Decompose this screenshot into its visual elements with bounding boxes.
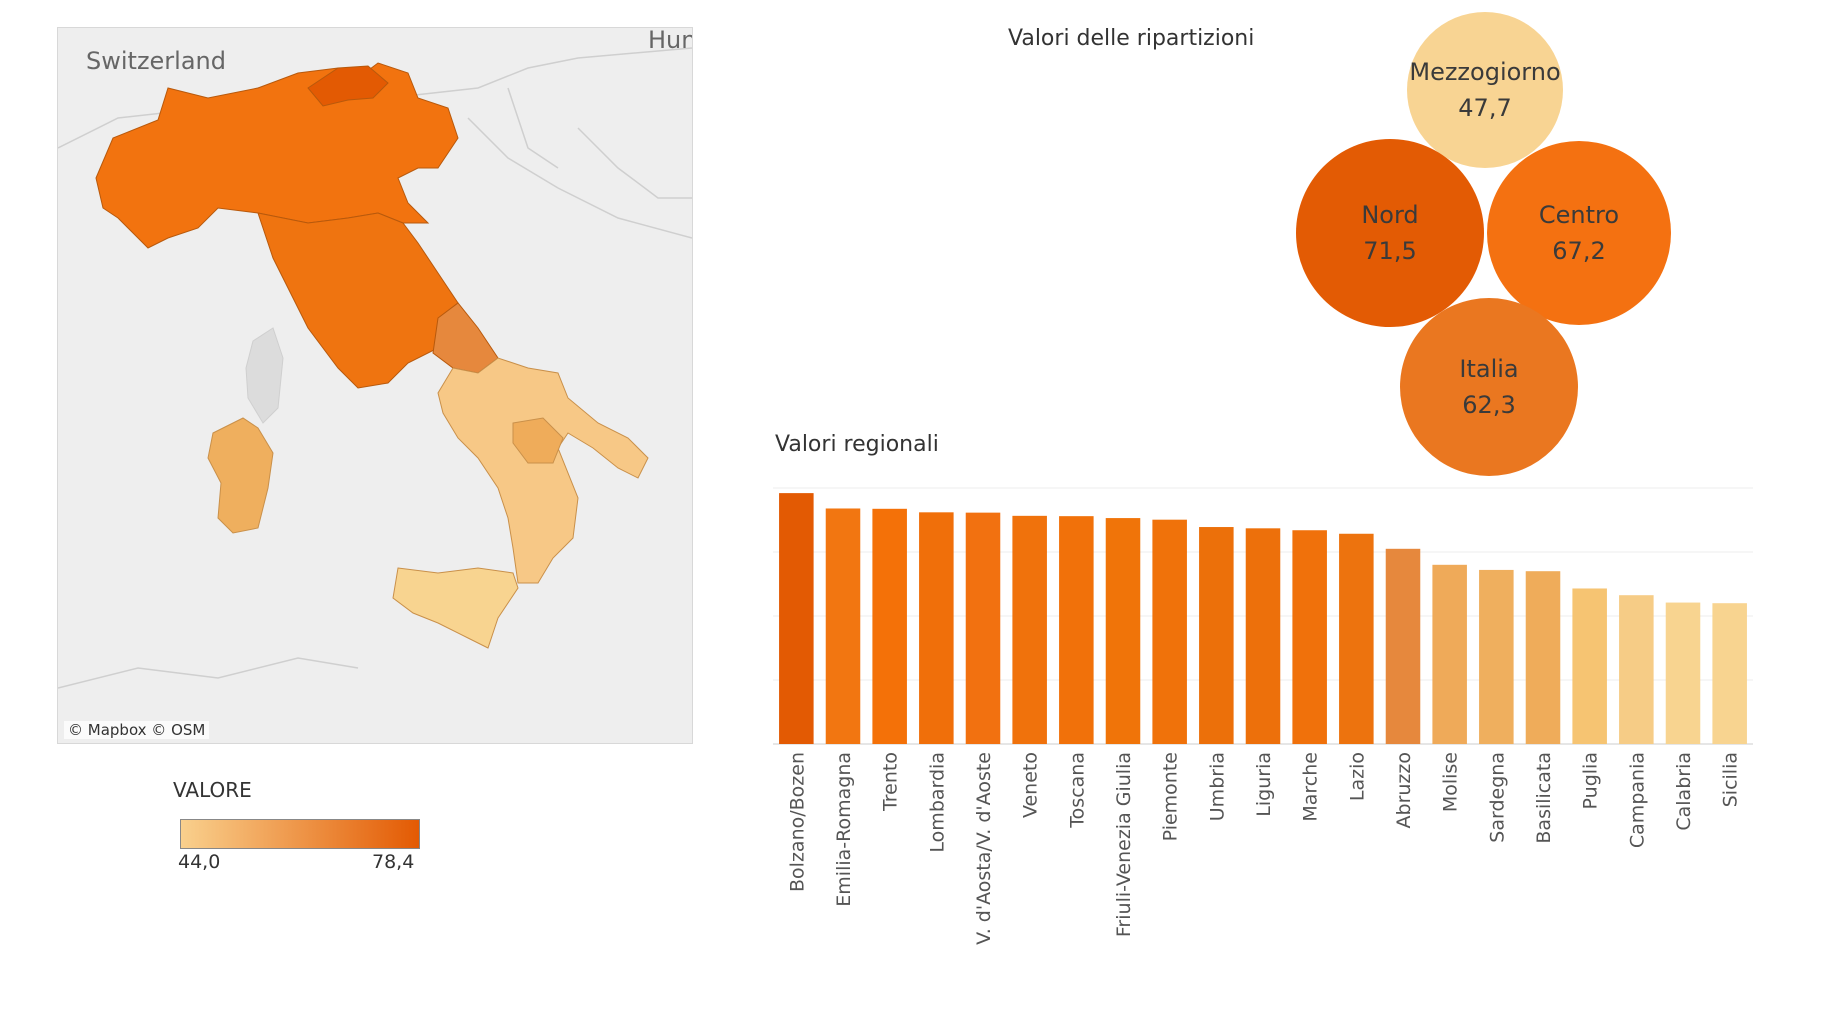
map-region-bolzano: [307, 65, 389, 107]
bar[interactable]: [1199, 527, 1234, 744]
bar[interactable]: [1152, 519, 1187, 744]
bar[interactable]: [1292, 530, 1327, 744]
bubble-nord[interactable]: Nord 71,5: [1296, 139, 1484, 327]
legend-title: VALORE: [173, 778, 252, 802]
bubble-italia[interactable]: Italia 62,3: [1400, 298, 1578, 476]
bubble-value: 62,3: [1462, 391, 1516, 419]
bar[interactable]: [1665, 602, 1701, 744]
tick-label: Molise: [1440, 752, 1462, 812]
tick-label: Sardegna: [1486, 752, 1508, 843]
bar[interactable]: [1385, 548, 1421, 744]
bar[interactable]: [779, 493, 814, 744]
tick-label: Lazio: [1346, 752, 1368, 801]
bubble-label: Centro: [1538, 201, 1620, 229]
tick-label: Basilicata: [1533, 752, 1555, 844]
map-corsica: [245, 327, 284, 424]
tick-label: Piemonte: [1160, 752, 1182, 841]
bubble-label: Mezzogiorno: [1409, 58, 1561, 86]
tick-label: Abruzzo: [1393, 752, 1415, 828]
tick-label: Veneto: [1020, 752, 1042, 818]
bubbles-title: Valori delle ripartizioni: [1008, 26, 1255, 51]
tick-label: Umbria: [1206, 752, 1228, 821]
bubble-value: 71,5: [1363, 237, 1417, 265]
bubble-mezzogiorno[interactable]: Mezzogiorno 47,7: [1407, 12, 1563, 168]
tick-label: Sicilia: [1720, 752, 1742, 807]
bar[interactable]: [965, 512, 1001, 744]
tick-label: Marche: [1300, 752, 1322, 822]
italy-choropleth-map[interactable]: Switzerland Hun © Mapbox © OSM: [57, 27, 693, 744]
bar[interactable]: [1059, 516, 1094, 744]
bubble-label: Italia: [1459, 355, 1519, 383]
legend-color-ramp: [180, 819, 420, 849]
tick-label: Emilia-Romagna: [833, 752, 855, 907]
map-region-sicilia: [392, 567, 519, 649]
bar[interactable]: [1619, 595, 1654, 744]
map-canvas: [58, 47, 692, 689]
bar[interactable]: [919, 512, 954, 744]
tick-label: Liguria: [1253, 752, 1275, 817]
tick-label: Campania: [1626, 752, 1648, 848]
legend-min-value: 44,0: [178, 851, 221, 873]
map-label-hungary: Hun: [648, 27, 693, 54]
tick-label: Bolzano/Bozen: [786, 752, 808, 892]
bar-chart-title: Valori regionali: [775, 432, 939, 457]
bubble-value: 67,2: [1552, 237, 1606, 265]
bubble-label: Nord: [1361, 201, 1419, 229]
map-region-basilicata: [512, 417, 564, 464]
tick-label: Friuli-Venezia Giulia: [1113, 752, 1135, 937]
map-label-switzerland: Switzerland: [86, 47, 226, 75]
map-region-north: [95, 62, 459, 249]
tick-label: V. d'Aosta/V. d'Aoste: [973, 752, 995, 945]
bar[interactable]: [872, 508, 907, 744]
bar[interactable]: [1105, 518, 1141, 744]
bar[interactable]: [1245, 528, 1281, 744]
bar[interactable]: [1012, 515, 1047, 744]
legend-max-value: 78,4: [372, 851, 415, 873]
bar[interactable]: [1525, 571, 1561, 744]
bar[interactable]: [1479, 569, 1514, 744]
bar-chart: Bolzano/Bozen Emilia-Romagna Trento Lombard…: [773, 487, 1753, 945]
bar[interactable]: [825, 508, 861, 744]
bar[interactable]: [1572, 588, 1607, 744]
map-region-sardegna: [207, 417, 274, 534]
tick-label: Trento: [880, 752, 902, 812]
bar[interactable]: [1712, 603, 1747, 744]
map-attribution[interactable]: © Mapbox © OSM: [64, 721, 210, 739]
bar[interactable]: [1339, 533, 1374, 744]
tick-label: Calabria: [1673, 752, 1695, 831]
tick-label: Lombardia: [926, 752, 948, 853]
tick-label: Puglia: [1580, 752, 1602, 809]
bubble-centro[interactable]: Centro 67,2: [1487, 141, 1671, 325]
tick-label: Toscana: [1066, 752, 1088, 829]
bar[interactable]: [1432, 564, 1467, 744]
bubble-value: 47,7: [1458, 94, 1512, 122]
